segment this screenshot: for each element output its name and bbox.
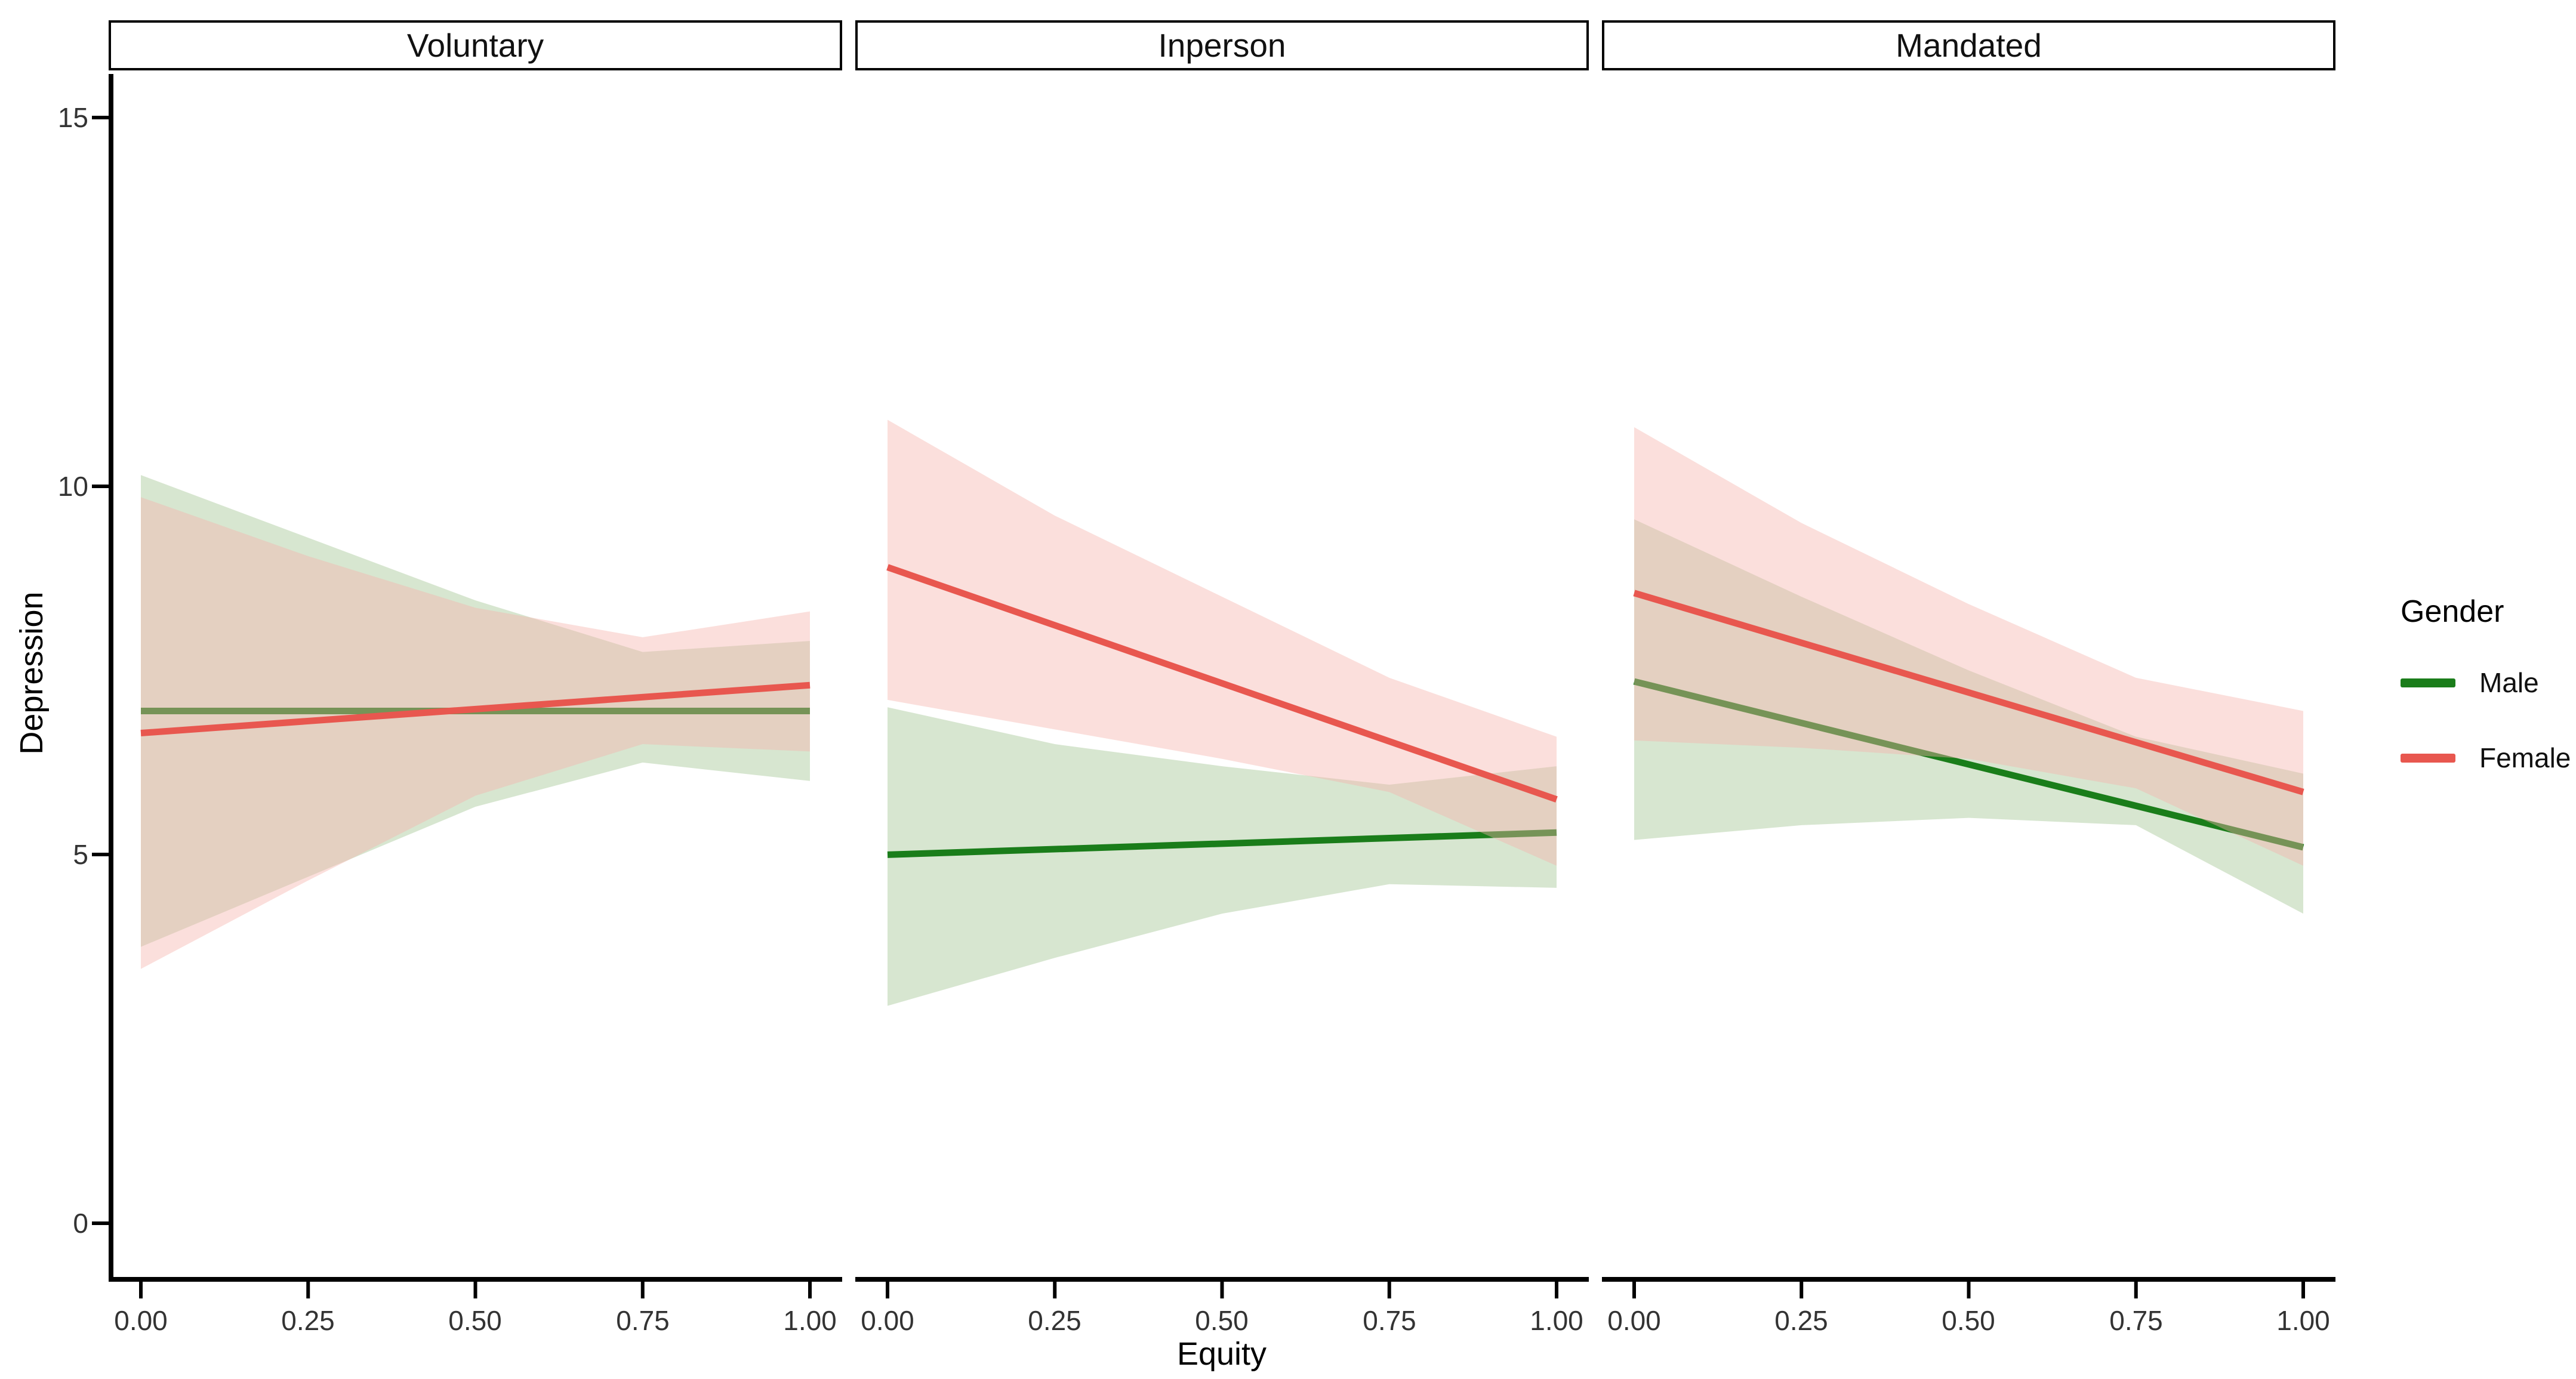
legend-entry-male: Male [2401, 667, 2571, 699]
y-tick-label-5: 5 [73, 839, 88, 870]
legend-entry-female: Female [2401, 742, 2571, 774]
male-line-swatch-icon [2401, 678, 2455, 687]
facet-title: Mandated [1896, 27, 2042, 64]
legend: Gender Male Female [2401, 594, 2571, 817]
y-axis-title: Depression [14, 591, 50, 755]
x-tick-label: 1.00 [2276, 1305, 2330, 1336]
y-tick-label-15: 15 [57, 102, 88, 133]
legend-label-male: Male [2479, 667, 2539, 698]
x-tick-label: 0.00 [1607, 1305, 1661, 1336]
x-tick-label: 0.00 [114, 1305, 168, 1336]
x-tick-label: 1.00 [1530, 1305, 1583, 1336]
x-tick-label: 0.25 [1774, 1305, 1828, 1336]
x-tick-label: 1.00 [783, 1305, 837, 1336]
facet-header-inperson: Inperson [855, 20, 1589, 70]
x-tick-label: 0.75 [1363, 1305, 1416, 1336]
x-tick-label: 0.75 [2109, 1305, 2163, 1336]
y-tick-mark [92, 853, 109, 857]
y-tick-mark [92, 116, 109, 119]
y-tick-mark [92, 484, 109, 488]
facet-title: Inperson [1158, 27, 1286, 64]
y-tick-label-0: 0 [73, 1208, 88, 1239]
facet-title: Voluntary [406, 27, 544, 64]
x-tick-label: 0.25 [1028, 1305, 1081, 1336]
panel-plot-inperson [855, 419, 1589, 1298]
y-tick-label-10: 10 [57, 471, 88, 502]
legend-title: Gender [2401, 594, 2504, 629]
x-tick-label: 0.75 [616, 1305, 670, 1336]
x-axis-title: Equity [1176, 1336, 1267, 1372]
facet-header-mandated: Mandated [1602, 20, 2335, 70]
x-tick-label: 0.50 [448, 1305, 502, 1336]
x-tick-label: 0.50 [1195, 1305, 1249, 1336]
x-tick-label: 0.25 [281, 1305, 335, 1336]
facet-header-voluntary: Voluntary [109, 20, 842, 70]
y-tick-mark [92, 1221, 109, 1225]
female-line-swatch-icon [2401, 753, 2455, 763]
panel-plot-voluntary [109, 74, 842, 1298]
panel-plot-mandated [1602, 427, 2335, 1298]
x-tick-label: 0.50 [1942, 1305, 1995, 1336]
legend-label-female: Female [2479, 742, 2571, 773]
x-tick-label: 0.00 [861, 1305, 914, 1336]
